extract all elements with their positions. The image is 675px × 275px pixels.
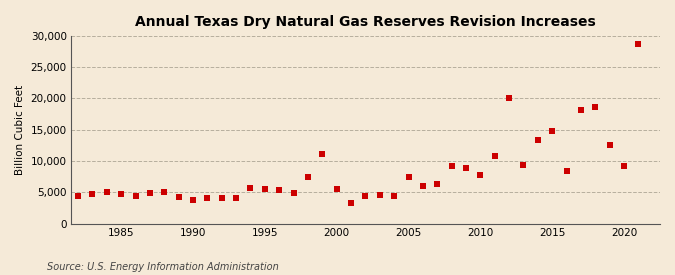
Text: Source: U.S. Energy Information Administration: Source: U.S. Energy Information Administ… <box>47 262 279 272</box>
Point <box>346 200 356 205</box>
Point <box>375 193 385 197</box>
Point <box>475 173 486 177</box>
Point <box>274 188 285 192</box>
Y-axis label: Billion Cubic Feet: Billion Cubic Feet <box>15 85 25 175</box>
Point <box>561 168 572 173</box>
Point <box>144 191 155 195</box>
Point <box>590 105 601 109</box>
Point <box>115 192 126 197</box>
Point <box>331 186 342 191</box>
Point <box>245 186 256 190</box>
Point <box>73 194 84 199</box>
Point <box>518 163 529 167</box>
Point <box>533 138 543 143</box>
Point <box>173 195 184 199</box>
Point <box>231 196 242 200</box>
Point <box>547 129 558 133</box>
Point <box>604 143 615 148</box>
Point <box>302 175 313 179</box>
Point <box>101 190 112 195</box>
Point <box>288 191 299 195</box>
Point <box>446 163 457 168</box>
Point <box>202 196 213 200</box>
Point <box>619 163 630 168</box>
Point <box>460 166 471 170</box>
Point <box>259 186 270 191</box>
Point <box>403 175 414 179</box>
Point <box>504 96 514 101</box>
Point <box>216 196 227 200</box>
Point <box>130 193 141 198</box>
Point <box>360 194 371 199</box>
Point <box>389 193 400 198</box>
Title: Annual Texas Dry Natural Gas Reserves Revision Increases: Annual Texas Dry Natural Gas Reserves Re… <box>135 15 596 29</box>
Point <box>576 108 587 112</box>
Point <box>418 183 429 188</box>
Point <box>633 42 644 46</box>
Point <box>432 182 443 186</box>
Point <box>87 191 98 196</box>
Point <box>188 198 198 202</box>
Point <box>159 190 169 194</box>
Point <box>489 154 500 158</box>
Point <box>317 152 328 156</box>
